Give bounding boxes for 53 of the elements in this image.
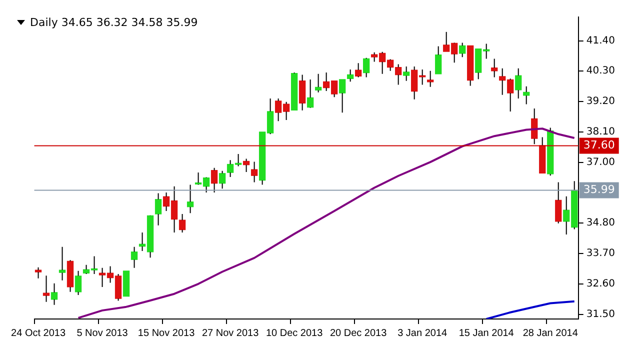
candlestick [427, 70, 434, 88]
candlestick [34, 266, 42, 279]
x-tick-label: 15 Jan 2014 [458, 328, 514, 339]
candlestick [547, 127, 554, 176]
candlestick [555, 182, 562, 224]
x-tick-label: 28 Jan 2014 [522, 328, 578, 339]
y-tick-label: 33.70 [586, 248, 616, 260]
x-tick-label: 20 Dec 2013 [330, 328, 388, 339]
y-tick-label: 32.60 [586, 278, 616, 290]
candlestick [290, 72, 298, 110]
y-tick-label: 38.10 [586, 126, 616, 138]
x-tick-label: 27 Nov 2013 [202, 328, 260, 339]
x-tick-label: 3 Jan 2014 [398, 328, 448, 339]
candlestick [523, 86, 530, 105]
y-tick-label: 31.50 [586, 308, 616, 320]
x-tick-label: 24 Oct 2013 [11, 328, 66, 339]
candlestick [66, 260, 74, 292]
x-tick-label: 10 Dec 2013 [266, 328, 324, 339]
candlestick [218, 170, 226, 190]
candlestick [154, 192, 162, 226]
candlestick [355, 62, 362, 78]
candlestick [242, 158, 250, 173]
candlestick [491, 58, 498, 78]
x-tick-label: 5 Nov 2013 [76, 328, 128, 339]
candlestick [459, 42, 466, 58]
candlestick [130, 246, 138, 268]
candlestick [178, 214, 186, 234]
candlestick [467, 45, 474, 86]
ref-line-label: 37.60 [583, 138, 615, 152]
candlestick [58, 246, 66, 281]
candlestick [74, 270, 82, 296]
candlestick [339, 79, 346, 114]
chart-title: Daily 34.65 36.32 34.58 35.99 [30, 16, 198, 29]
x-tick-label: 15 Nov 2013 [138, 328, 196, 339]
ref-line-label: 35.99 [583, 183, 615, 196]
candlestick [539, 136, 546, 174]
candlestick [515, 68, 522, 100]
y-tick-label: 39.20 [586, 96, 616, 108]
candlestick [42, 275, 50, 302]
y-tick-label: 34.80 [586, 218, 616, 229]
candlestick [186, 184, 194, 214]
candlestick [298, 74, 306, 111]
candlestick [314, 73, 322, 93]
candlestick [403, 66, 410, 82]
candlestick [250, 161, 258, 183]
candlestick [347, 69, 354, 82]
y-tick-label: 37.00 [586, 156, 616, 168]
y-tick-label: 40.30 [586, 66, 616, 77]
y-tick-label: 41.40 [586, 35, 616, 46]
candlestick [306, 78, 314, 108]
candlestick [50, 282, 58, 306]
candlestick [435, 46, 442, 74]
candlestick [210, 167, 218, 193]
